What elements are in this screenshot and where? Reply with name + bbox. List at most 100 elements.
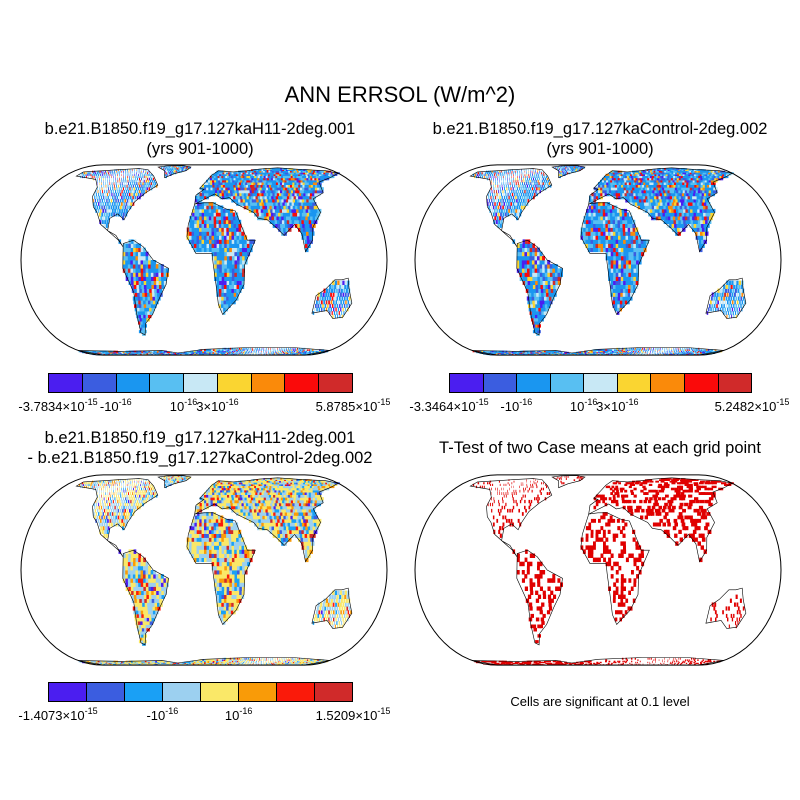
grid-cell	[731, 307, 734, 312]
grid-cell	[298, 219, 303, 224]
grid-cell	[632, 350, 634, 353]
grid-cell	[268, 184, 273, 188]
grid-cell	[623, 247, 627, 253]
grid-cell	[734, 288, 737, 293]
grid-cell	[137, 177, 138, 181]
grid-cell	[140, 321, 144, 325]
grid-cell	[640, 351, 642, 354]
grid-cell	[240, 352, 242, 354]
grid-cell	[145, 189, 147, 194]
grid-cell	[699, 227, 703, 232]
grid-cell	[189, 235, 192, 240]
grid-cell	[78, 173, 81, 176]
grid-cell	[330, 307, 332, 312]
grid-cell	[214, 255, 218, 261]
grid-cell	[101, 182, 102, 185]
grid-cell	[221, 189, 225, 194]
grid-cell	[674, 223, 678, 228]
grid-cell	[225, 352, 227, 354]
grid-cell	[107, 195, 109, 200]
grid-cell	[612, 292, 616, 297]
grid-cell	[240, 189, 245, 194]
grid-cell	[285, 227, 289, 232]
grid-cell	[682, 350, 684, 353]
grid-cell	[263, 349, 264, 351]
grid-cell	[692, 353, 695, 355]
grid-cell	[147, 172, 148, 175]
grid-cell	[231, 231, 235, 236]
grid-cell	[191, 353, 194, 355]
grid-cell	[288, 216, 292, 221]
grid-cell	[612, 349, 615, 351]
grid-cell	[272, 187, 277, 191]
grid-cell	[536, 292, 540, 297]
grid-cell	[681, 223, 685, 228]
grid-cell	[206, 179, 209, 183]
grid-cell	[310, 216, 314, 221]
grid-cell	[213, 352, 216, 354]
grid-cell	[645, 352, 647, 354]
grid-cell	[686, 351, 689, 354]
grid-cell	[270, 202, 275, 206]
grid-cell	[228, 195, 232, 200]
grid-cell	[226, 231, 230, 236]
grid-cell	[251, 172, 256, 175]
grid-cell	[529, 247, 533, 253]
grid-cell	[537, 303, 542, 308]
grid-cell	[108, 172, 109, 175]
grid-cell	[248, 195, 253, 200]
grid-cell	[633, 255, 637, 261]
grid-cell	[197, 192, 200, 197]
grid-cell	[240, 350, 242, 353]
grid-cell	[151, 288, 155, 293]
grid-cell	[340, 300, 342, 305]
grid-cell	[216, 235, 220, 240]
grid-cell	[737, 296, 740, 301]
grid-cell	[635, 351, 637, 354]
grid-cell	[134, 169, 135, 171]
grid-cell	[113, 179, 114, 183]
grid-cell	[641, 353, 642, 355]
grid-cell	[234, 235, 238, 240]
grid-cell	[276, 205, 280, 210]
grid-cell	[193, 351, 197, 354]
grid-cell	[223, 292, 227, 297]
grid-cell	[259, 349, 261, 351]
grid-cell	[97, 170, 99, 173]
grid-cell	[292, 205, 297, 210]
grid-cell	[236, 173, 240, 176]
grid-cell	[135, 296, 139, 301]
grid-cell	[241, 173, 245, 176]
grid-cell	[230, 212, 234, 217]
grid-cell	[249, 189, 253, 194]
grid-cell	[630, 227, 634, 232]
grid-cell	[98, 205, 101, 210]
grid-cell	[263, 212, 268, 217]
grid-cell	[155, 268, 159, 273]
grid-cell	[669, 223, 673, 228]
grid-cell	[129, 187, 131, 191]
grid-cell	[98, 192, 100, 197]
grid-cell	[142, 321, 147, 325]
grid-cell	[639, 353, 641, 355]
grid-cell	[308, 231, 312, 236]
grid-cell	[274, 179, 279, 183]
grid-cell	[545, 284, 549, 289]
grid-cell	[134, 189, 136, 194]
grid-cell	[658, 347, 660, 350]
grid-cell	[279, 192, 283, 197]
grid-cell	[128, 170, 130, 173]
grid-cell	[636, 350, 638, 353]
grid-cell	[603, 243, 606, 248]
grid-cell	[210, 189, 214, 194]
grid-cell	[119, 182, 121, 185]
grid-cell	[625, 288, 629, 293]
grid-cell	[136, 303, 140, 308]
grid-cell	[538, 317, 542, 322]
grid-cell	[317, 349, 319, 351]
grid-cell	[244, 350, 246, 353]
grid-cell	[223, 170, 227, 173]
grid-cell	[690, 351, 692, 354]
grid-cell	[618, 243, 622, 248]
grid-cell	[285, 352, 287, 354]
